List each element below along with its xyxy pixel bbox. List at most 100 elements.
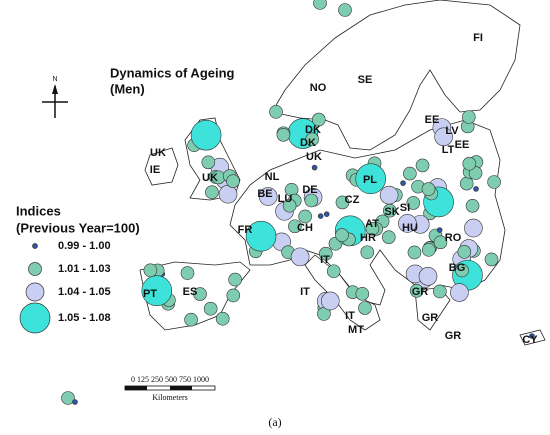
scale-bar-segment <box>125 386 147 390</box>
country-label: PL <box>363 174 377 186</box>
legend-label: 0.99 - 1.00 <box>58 240 111 252</box>
compass-label: N <box>52 76 57 83</box>
region-symbol <box>313 0 327 10</box>
country-label: FI <box>473 32 483 44</box>
region-symbol <box>276 128 291 142</box>
region-symbol <box>382 203 397 218</box>
country-label: SE <box>358 74 373 86</box>
region-symbol <box>459 176 474 191</box>
country-label: GR <box>412 286 429 298</box>
region-symbol <box>462 110 476 124</box>
country-label: BE <box>257 188 272 200</box>
region-symbol <box>201 155 216 170</box>
country-label: UK <box>150 147 166 159</box>
region-symbol <box>433 235 448 250</box>
region-symbol <box>282 198 297 213</box>
region-symbol <box>193 287 207 301</box>
scale-unit: Kilometers <box>152 393 188 402</box>
region-symbol <box>421 243 436 257</box>
region-symbol <box>311 112 326 127</box>
country-label: LV <box>445 125 459 137</box>
country-label: BG <box>449 262 466 274</box>
region-symbol <box>304 193 319 208</box>
country-label: IT <box>300 286 310 298</box>
country-label: AT <box>365 218 379 230</box>
region-symbol <box>409 283 424 298</box>
region-symbol <box>320 291 340 311</box>
scale-ticks: 0 125 250 500 750 1000 <box>131 375 209 384</box>
region-symbol <box>398 214 417 233</box>
country-label: HU <box>402 222 418 234</box>
region-symbol <box>335 195 350 210</box>
symbols <box>61 0 535 405</box>
region-symbol <box>529 333 535 339</box>
region-symbol <box>457 245 472 259</box>
scale-bar-segment <box>170 386 192 390</box>
country-label: IE <box>150 164 160 176</box>
country-label: EE <box>425 114 440 126</box>
region-symbol <box>311 164 318 171</box>
country-label: FR <box>238 224 253 236</box>
country-label: GR <box>422 312 439 324</box>
country-label: GR <box>445 330 462 342</box>
map-title: Dynamics of Ageing <box>110 65 235 80</box>
region-symbol <box>203 301 218 316</box>
country-label: DK <box>300 137 316 149</box>
country-label: IT <box>320 254 330 266</box>
legend-symbol <box>19 302 51 334</box>
region-symbol <box>269 105 283 119</box>
region-symbol <box>418 267 438 286</box>
region-symbol <box>355 163 386 195</box>
ireland <box>144 147 179 186</box>
country-label: UK <box>306 151 322 163</box>
region-symbol <box>415 158 430 173</box>
country-label: RO <box>445 232 462 244</box>
region-symbol <box>205 185 219 200</box>
country-label: CY <box>522 334 538 346</box>
region-symbol <box>61 391 75 405</box>
region-symbol <box>464 218 483 238</box>
region-symbol <box>305 132 319 147</box>
region-symbol <box>473 186 479 192</box>
legend: 0.99 - 1.00 1.01 - 1.03 1.04 - 1.05 1.05 - … <box>19 240 111 334</box>
country-label: UK <box>202 172 218 184</box>
country-label: LT <box>442 144 455 156</box>
caption: (a) <box>268 415 281 429</box>
region-symbol <box>381 230 396 244</box>
legend-label: 1.04 - 1.05 <box>58 286 111 298</box>
country-label: LU <box>278 193 293 205</box>
region-symbol <box>290 247 310 267</box>
region-symbol <box>326 264 341 279</box>
region-symbol <box>226 174 240 188</box>
region-symbol <box>184 312 198 327</box>
region-symbol <box>455 263 469 278</box>
region-symbol <box>450 283 469 302</box>
region-symbol <box>228 272 242 287</box>
legend-label: 1.01 - 1.03 <box>58 263 111 275</box>
region-symbol <box>468 166 483 180</box>
region-symbol <box>421 182 436 196</box>
country-label: CH <box>297 222 313 234</box>
region-symbol <box>288 219 302 234</box>
region-symbol <box>226 288 241 303</box>
country-label: EE <box>455 139 470 151</box>
region-symbol <box>141 275 173 306</box>
region-symbol <box>258 187 278 206</box>
country-label: MT <box>348 324 364 336</box>
region-symbol <box>180 266 195 280</box>
country-label: NO <box>310 82 327 94</box>
region-symbol <box>358 301 372 315</box>
region-symbol <box>434 127 453 147</box>
region-symbol <box>484 252 499 267</box>
legend-label: 1.05 - 1.08 <box>58 312 111 324</box>
region-symbol <box>360 245 375 260</box>
region-symbol <box>465 198 480 213</box>
region-symbol <box>317 213 324 219</box>
country-label: PT <box>143 288 157 300</box>
country-label: DK <box>305 124 321 136</box>
region-symbol <box>298 209 312 224</box>
region-symbol <box>215 311 230 326</box>
legend-subtitle: (Previous Year=100) <box>16 220 140 235</box>
